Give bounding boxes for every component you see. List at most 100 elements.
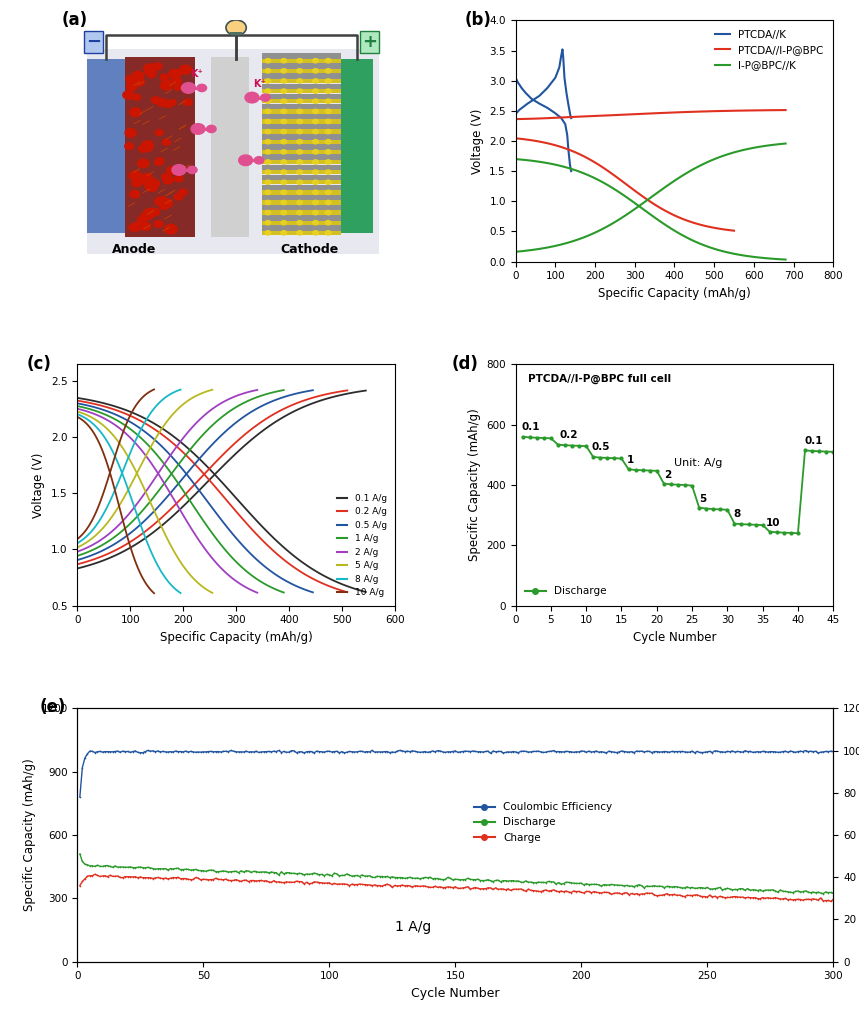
Circle shape — [160, 74, 168, 80]
Circle shape — [326, 201, 331, 205]
Circle shape — [313, 79, 319, 83]
Text: Cathode: Cathode — [280, 243, 338, 256]
Circle shape — [281, 130, 287, 134]
Circle shape — [281, 139, 287, 144]
Circle shape — [281, 79, 287, 83]
Circle shape — [132, 94, 141, 100]
Circle shape — [296, 170, 302, 174]
Circle shape — [155, 159, 163, 166]
Circle shape — [140, 222, 150, 230]
Circle shape — [136, 221, 144, 228]
X-axis label: Specific Capacity (mAh/g): Specific Capacity (mAh/g) — [598, 286, 751, 300]
Bar — [261, 89, 341, 93]
Text: Unit: A/g: Unit: A/g — [674, 457, 722, 468]
Circle shape — [265, 130, 271, 134]
Circle shape — [180, 65, 192, 74]
Text: 5: 5 — [699, 493, 706, 503]
Charge — [712, 891, 722, 903]
Coulombic Efficiency — [526, 746, 536, 758]
X-axis label: Cycle Number: Cycle Number — [633, 631, 716, 643]
Text: 0.2: 0.2 — [559, 430, 578, 440]
Circle shape — [134, 78, 144, 86]
Charge — [75, 880, 85, 892]
Bar — [261, 160, 341, 164]
Circle shape — [131, 180, 141, 187]
Bar — [261, 215, 341, 221]
Circle shape — [326, 130, 331, 134]
Text: K⁺: K⁺ — [253, 79, 266, 89]
Discharge — [536, 877, 546, 889]
Circle shape — [313, 130, 319, 134]
Circle shape — [296, 99, 302, 103]
Circle shape — [296, 58, 302, 62]
Discharge — [758, 885, 768, 897]
Circle shape — [296, 180, 302, 184]
Text: +: + — [362, 33, 377, 51]
Circle shape — [326, 139, 331, 144]
Line: Discharge: Discharge — [79, 853, 834, 894]
Bar — [261, 79, 341, 83]
Circle shape — [141, 142, 153, 151]
Circle shape — [145, 68, 156, 77]
Circle shape — [173, 78, 181, 85]
Circle shape — [326, 180, 331, 184]
Y-axis label: Specific Capacity (mAh/g): Specific Capacity (mAh/g) — [23, 759, 36, 911]
Circle shape — [144, 181, 155, 189]
Circle shape — [313, 89, 319, 93]
Text: 1 A/g: 1 A/g — [395, 921, 431, 934]
Charge — [539, 884, 549, 896]
Bar — [261, 124, 341, 130]
Discharge — [77, 855, 88, 868]
Circle shape — [296, 69, 302, 73]
Circle shape — [141, 212, 152, 220]
Circle shape — [149, 208, 160, 216]
Circle shape — [296, 160, 302, 164]
Circle shape — [143, 63, 156, 74]
Circle shape — [265, 180, 271, 184]
Bar — [230, 32, 242, 36]
Bar — [261, 53, 341, 58]
Bar — [261, 114, 341, 120]
Charge — [77, 876, 88, 888]
Bar — [261, 94, 341, 99]
Bar — [261, 120, 341, 124]
Circle shape — [265, 201, 271, 205]
Bar — [125, 56, 195, 237]
Circle shape — [160, 204, 168, 210]
Coulombic Efficiency — [712, 745, 722, 757]
Circle shape — [265, 79, 271, 83]
Circle shape — [313, 120, 319, 124]
Discharge — [75, 848, 85, 860]
Circle shape — [326, 190, 331, 194]
Circle shape — [174, 175, 183, 182]
Circle shape — [163, 176, 174, 184]
Circle shape — [172, 165, 186, 175]
Bar — [261, 130, 341, 134]
Circle shape — [129, 223, 140, 231]
Circle shape — [161, 198, 173, 208]
Text: 0.5: 0.5 — [592, 442, 611, 452]
Circle shape — [326, 109, 331, 114]
Circle shape — [130, 107, 141, 117]
Circle shape — [281, 201, 287, 205]
Text: 8: 8 — [733, 509, 740, 520]
Bar — [261, 84, 341, 89]
Circle shape — [313, 201, 319, 205]
Circle shape — [281, 109, 287, 114]
Bar — [261, 206, 341, 211]
Circle shape — [326, 69, 331, 73]
Circle shape — [313, 221, 319, 225]
Circle shape — [168, 99, 176, 105]
Circle shape — [154, 221, 163, 227]
Charge — [825, 895, 836, 907]
Circle shape — [265, 149, 271, 154]
Circle shape — [296, 139, 302, 144]
Bar — [261, 225, 341, 230]
Legend: PTCDA//K, PTCDA//I-P@BPC, I-P@BPC//K: PTCDA//K, PTCDA//I-P@BPC, I-P@BPC//K — [710, 26, 828, 75]
Circle shape — [313, 190, 319, 194]
Circle shape — [141, 174, 153, 182]
Circle shape — [125, 129, 136, 137]
Circle shape — [326, 58, 331, 62]
Charge — [523, 883, 533, 895]
Circle shape — [265, 89, 271, 93]
